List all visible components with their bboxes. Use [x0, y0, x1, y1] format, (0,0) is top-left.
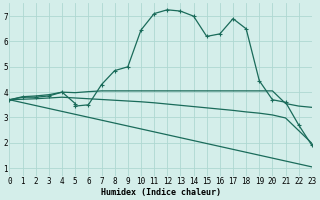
X-axis label: Humidex (Indice chaleur): Humidex (Indice chaleur) — [101, 188, 221, 197]
